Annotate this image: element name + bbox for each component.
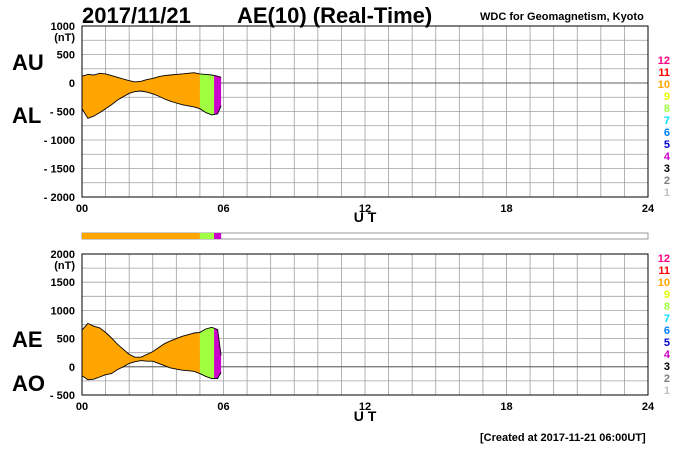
legend-hour-9: 9 (664, 289, 670, 301)
legend-hour-9: 9 (664, 91, 670, 103)
series-line-ao (81, 360, 222, 381)
y-tick-label: - 500 (50, 390, 75, 402)
legend-hour-2: 2 (664, 175, 670, 187)
panel-au-al (81, 25, 649, 198)
source-label: WDC for Geomagnetism, Kyoto (480, 11, 644, 23)
legend-hour-6: 6 (664, 325, 670, 337)
legend-hour-10: 10 (658, 277, 670, 289)
legend-hour-1: 1 (664, 187, 670, 199)
area-segment-hour-10 (82, 72, 200, 119)
area-segment-hour-10 (82, 323, 200, 380)
chart-title: AE(10) (Real-Time) (237, 3, 433, 28)
area-segment-hour-4 (214, 328, 222, 379)
x-tick-label: 12 (359, 401, 371, 413)
legend-hour-6: 6 (664, 127, 670, 139)
legend-hour-10: 10 (658, 79, 670, 91)
legend-hour-11: 11 (658, 67, 670, 79)
legend-hour-2: 2 (664, 373, 670, 385)
strip-segment-hour-4 (214, 233, 222, 239)
series-line-al (81, 90, 222, 119)
series-label-au: AU (12, 50, 44, 75)
y-tick-label: 500 (57, 334, 75, 346)
x-tick-label: 00 (76, 401, 88, 413)
legend-hour-4: 4 (664, 151, 671, 163)
created-timestamp: [Created at 2017-11-21 06:00UT] (480, 432, 646, 444)
legend-hour-7: 7 (664, 313, 670, 325)
x-tick-label: 18 (500, 401, 512, 413)
y-tick-label: 1500 (51, 277, 75, 289)
legend-hour-3: 3 (664, 361, 670, 373)
x-tick-label: 00 (76, 203, 88, 215)
y-tick-label: - 500 (50, 107, 75, 119)
y-tick-label: 1000 (51, 21, 75, 33)
y-tick-label: 0 (69, 362, 75, 374)
x-tick-label: 12 (359, 203, 371, 215)
y-tick-label: 1000 (51, 305, 75, 317)
y-tick-label: - 2000 (44, 192, 75, 204)
x-tick-label: 06 (217, 401, 229, 413)
series-label-al: AL (12, 103, 41, 128)
legend-hour-11: 11 (658, 265, 670, 277)
legend-hour-12: 12 (658, 55, 670, 67)
series-label-ae: AE (12, 327, 43, 352)
y-unit-label: (nT) (54, 32, 75, 44)
plot-frame (81, 25, 649, 198)
legend-hour-1: 1 (664, 385, 670, 397)
area-segment-hour-4 (214, 75, 222, 115)
x-tick-label: 06 (217, 203, 229, 215)
y-tick-label: - 1500 (44, 164, 75, 176)
panel-ae-ao (81, 253, 649, 396)
x-tick-label: 18 (500, 203, 512, 215)
series-line-au (81, 72, 222, 83)
x-axis-label: U T (354, 209, 377, 225)
plot-frame (81, 253, 649, 396)
legend-hour-3: 3 (664, 163, 670, 175)
legend-hour-8: 8 (664, 301, 670, 313)
legend-hour-5: 5 (664, 337, 670, 349)
area-segment-hour-8 (199, 327, 215, 379)
legend-hour-4: 4 (664, 349, 671, 361)
date-title: 2017/11/21 (82, 3, 191, 28)
series-label-ao: AO (12, 371, 45, 396)
hour-color-strip (81, 232, 649, 240)
legend-hour-8: 8 (664, 103, 670, 115)
y-tick-label: 0 (69, 78, 75, 90)
y-tick-label: 500 (57, 50, 75, 62)
y-unit-label: (nT) (54, 260, 75, 272)
strip-segment-hour-10 (82, 233, 200, 239)
x-axis-label: U T (354, 408, 377, 424)
strip-segment-hour-8 (199, 233, 215, 239)
legend-hour-7: 7 (664, 115, 670, 127)
y-tick-label: 2000 (51, 249, 75, 261)
area-segment-hour-8 (199, 73, 215, 115)
legend-hour-5: 5 (664, 139, 670, 151)
x-tick-label: 24 (642, 203, 655, 215)
x-tick-label: 24 (642, 401, 655, 413)
series-line-ae (81, 322, 222, 358)
legend-hour-12: 12 (658, 253, 670, 265)
y-tick-label: - 1000 (44, 135, 75, 147)
